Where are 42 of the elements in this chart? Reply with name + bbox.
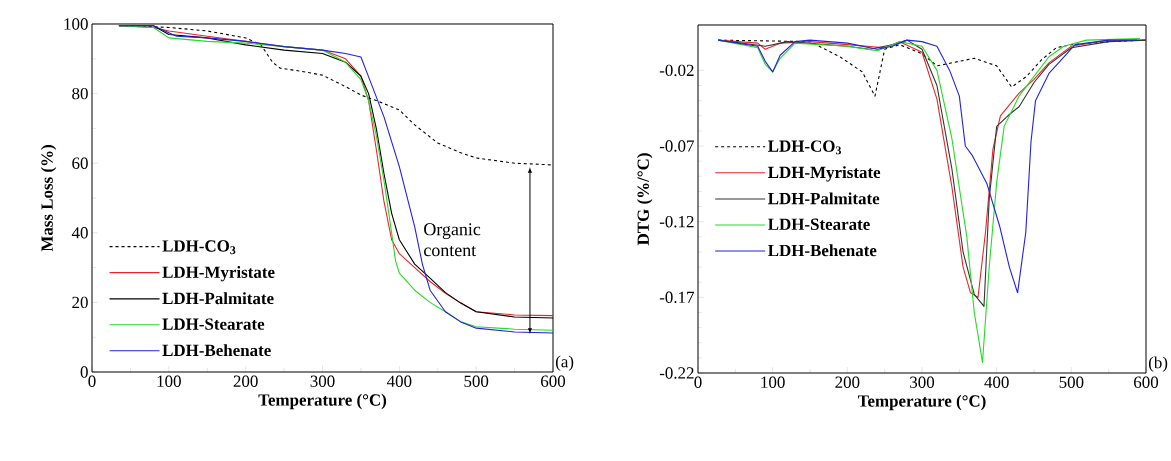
x-tick-label: 200 bbox=[233, 375, 258, 387]
legend-label: LDH-Palmitate bbox=[162, 292, 274, 305]
y-tick-label: 100 bbox=[64, 18, 88, 30]
x-tick-label: 100 bbox=[761, 376, 785, 388]
legend-label: LDH-Stearate bbox=[768, 218, 870, 230]
x-tick-label: 500 bbox=[464, 375, 489, 387]
x-tick-label: 300 bbox=[910, 376, 935, 388]
annotation: Organic content bbox=[424, 223, 481, 257]
legend-label: LDH-Behenate bbox=[768, 244, 877, 257]
legend-label: LDH-CO$_{3}$ bbox=[162, 240, 236, 255]
y-tick-label: 40 bbox=[71, 227, 88, 239]
y-axis-title: DTG (%/°C) bbox=[637, 153, 653, 246]
y-tick-label: -0.02 bbox=[659, 64, 694, 77]
y-tick-label: -0.17 bbox=[659, 291, 694, 304]
legend-label: LDH-Myristate bbox=[162, 265, 275, 282]
y-tick-label: -0.12 bbox=[659, 215, 694, 228]
x-axis-title: Temperature (°C) bbox=[258, 393, 387, 410]
legend-label: LDH-Palmitate bbox=[768, 192, 880, 205]
x-tick-label: 0 bbox=[88, 375, 96, 387]
x-tick-label: 300 bbox=[310, 375, 335, 387]
x-tick-label: 400 bbox=[386, 375, 412, 387]
y-tick-label: 0 bbox=[80, 366, 88, 378]
legend-label: LDH-Stearate bbox=[162, 318, 265, 330]
y-tick-label: 20 bbox=[72, 296, 88, 309]
x-tick-label: 100 bbox=[157, 375, 181, 387]
legend-label: LDH-Behenate bbox=[162, 344, 271, 357]
x-axis-title: Temperature (°C) bbox=[857, 394, 986, 411]
x-tick-label: 500 bbox=[1059, 376, 1084, 388]
x-tick-label: 600 bbox=[1134, 376, 1159, 388]
y-tick-label: -0.22 bbox=[659, 367, 694, 379]
x-tick-label: 600 bbox=[541, 375, 566, 387]
text: (b) bbox=[1148, 356, 1168, 372]
x-tick-label: 400 bbox=[984, 376, 1009, 388]
x-tick-label: 200 bbox=[835, 376, 860, 388]
text: (a) bbox=[555, 355, 574, 371]
legend-label: LDH-CO$_{3}$ bbox=[768, 140, 841, 155]
legend-label: LDH-Myristate bbox=[768, 166, 881, 182]
y-axis-title: Mass Loss (%) bbox=[40, 145, 57, 252]
y-tick-label: -0.07 bbox=[659, 140, 694, 152]
y-tick-label: 80 bbox=[72, 87, 88, 100]
y-tick-label: 60 bbox=[72, 157, 88, 169]
x-tick-label: 0 bbox=[694, 376, 702, 388]
